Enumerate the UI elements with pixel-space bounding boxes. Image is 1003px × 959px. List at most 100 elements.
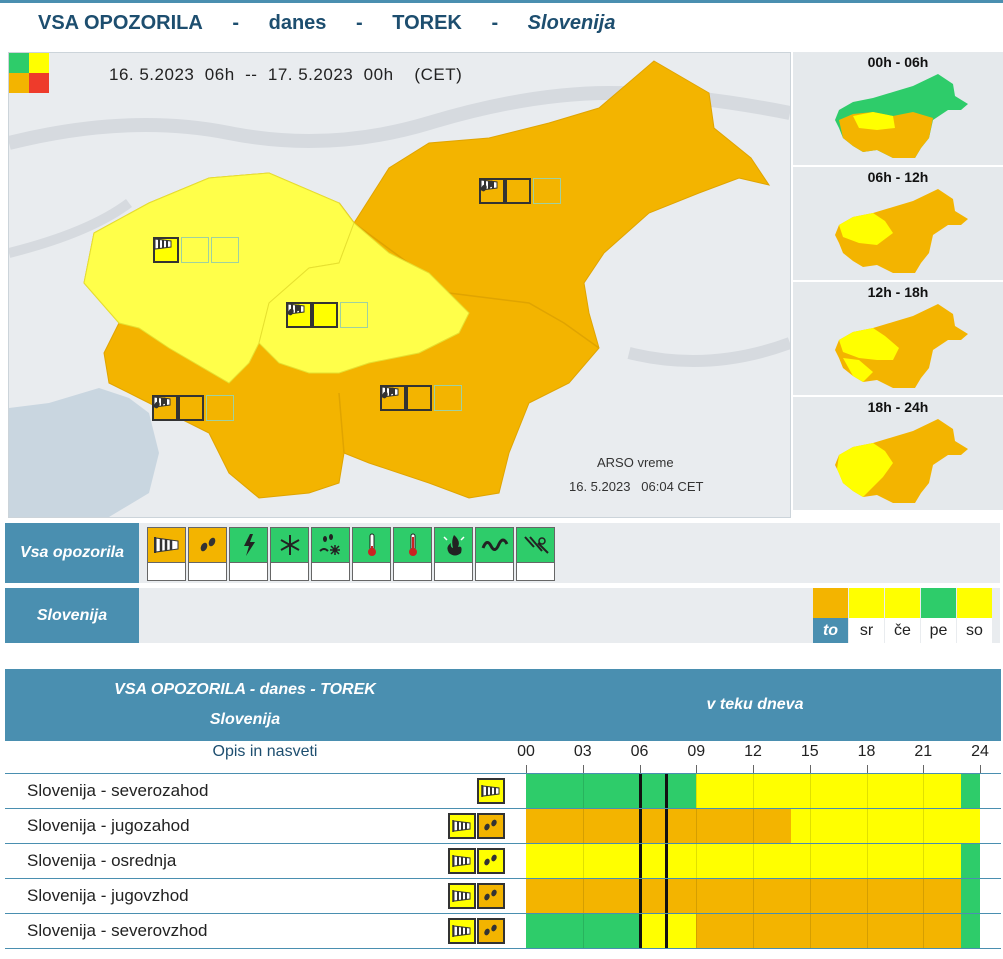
warning-type-wind[interactable]: [147, 527, 186, 581]
warning-type-low-temperature[interactable]: [352, 527, 391, 581]
table-row[interactable]: Slovenija - jugozahod: [5, 809, 1001, 844]
wind-icon[interactable]: [448, 883, 476, 909]
title-weekday[interactable]: TOREK: [392, 12, 462, 34]
table-title: VSA OPOZORILA - danes - TOREK: [114, 681, 376, 698]
rain-icon[interactable]: [477, 813, 505, 839]
wind-icon[interactable]: [448, 848, 476, 874]
map-graphic: [9, 60, 790, 517]
table-row[interactable]: Slovenija - severozahod: [5, 774, 1001, 809]
day-wednesday[interactable]: sr: [849, 588, 884, 643]
row-warning-icons: [447, 883, 505, 909]
day-color-swatch: [813, 588, 848, 618]
page-title: VSA OPOZORILA - danes - TOREK - Slovenij…: [38, 12, 615, 42]
warning-type-road[interactable]: [516, 527, 555, 581]
grid-line: [866, 879, 868, 913]
table-row[interactable]: Slovenija - osrednja: [5, 844, 1001, 879]
grid-line: [696, 844, 698, 878]
time-marker: [638, 879, 642, 913]
timeline-segment: [526, 844, 962, 878]
grid-line: [753, 844, 754, 878]
map-icons-severovzhod[interactable]: [479, 178, 561, 204]
day-label: sr: [849, 618, 884, 643]
description-link[interactable]: Opis in nasveti: [212, 743, 318, 760]
grid-line: [809, 879, 811, 913]
grid-line: [866, 774, 868, 808]
warning-type-label[interactable]: Vsa opozorila: [5, 523, 139, 583]
grid-line: [923, 914, 925, 948]
time-period-thumbnails: 00h - 06h 06h - 12h 12h - 18h 18h - 24h: [793, 52, 1003, 516]
warning-type-rain[interactable]: [188, 527, 227, 581]
road-icon: [523, 536, 549, 554]
thumbnail-12-18[interactable]: 12h - 18h: [793, 282, 1003, 395]
map-icons-jugovzhod[interactable]: [380, 385, 462, 411]
map-icons-osrednja[interactable]: [286, 302, 368, 328]
table-row[interactable]: Slovenija - jugovzhod: [5, 879, 1001, 914]
rain-icon[interactable]: [477, 848, 505, 874]
grid-line: [582, 809, 584, 843]
rain-icon[interactable]: [477, 883, 505, 909]
time-marker: [638, 774, 642, 808]
rain-icon: [154, 395, 204, 421]
region-name[interactable]: Slovenija - jugovzhod: [27, 886, 189, 905]
grid-line: [696, 914, 698, 948]
warning-type-thunderstorm[interactable]: [229, 527, 268, 581]
warning-type-fire[interactable]: [434, 527, 473, 581]
table-row[interactable]: Slovenija - severovzhod: [5, 914, 1001, 949]
day-friday[interactable]: pe: [921, 588, 956, 643]
warning-type-coastal-event[interactable]: [475, 527, 514, 581]
title-region[interactable]: Slovenija: [527, 12, 616, 34]
day-saturday[interactable]: so: [957, 588, 992, 643]
thumbnail-label: 06h - 12h: [867, 169, 929, 185]
region-name[interactable]: Slovenija - severozahod: [27, 781, 209, 800]
grid-line: [582, 914, 584, 948]
warning-map[interactable]: 16. 5.2023 06h -- 17. 5.2023 00h (CET) A…: [8, 52, 791, 518]
region-name[interactable]: Slovenija - jugozahod: [27, 816, 190, 835]
inactive-slot: [533, 178, 561, 204]
region-name[interactable]: Slovenija - osrednja: [27, 851, 177, 870]
hours-header: Opis in nasveti 00 03 06 09 12 15 18 21 24: [5, 741, 1001, 774]
map-date-range: 16. 5.2023 06h -- 17. 5.2023 00h (CET): [109, 65, 463, 84]
timeline-segment: [526, 774, 697, 808]
grid-line: [809, 809, 811, 843]
timeline-segment: [696, 774, 962, 808]
warning-type-snow-rain[interactable]: [311, 527, 350, 581]
row-warning-icons: [447, 848, 505, 874]
warning-type-snow[interactable]: [270, 527, 309, 581]
snow-rain-icon: [318, 534, 340, 555]
hour-tick: [866, 765, 868, 773]
wind-icon[interactable]: [448, 918, 476, 944]
map-icons-severozahod[interactable]: [153, 237, 239, 263]
region-label[interactable]: Slovenija: [5, 588, 139, 643]
day-selector: to sr če pe so: [813, 588, 993, 643]
thumbnail-18-24[interactable]: 18h - 24h: [793, 397, 1003, 510]
rain-icon[interactable]: [477, 918, 505, 944]
day-selector-bar: Slovenija to sr če pe so: [5, 588, 1000, 643]
wind-icon: [153, 237, 179, 263]
thumbnail-00-06[interactable]: 00h - 06h: [793, 52, 1003, 165]
day-thursday[interactable]: če: [885, 588, 920, 643]
hour-label: 12: [744, 743, 762, 760]
time-marker: [664, 774, 668, 808]
day-label: so: [957, 618, 992, 643]
timeline-segment: [526, 809, 791, 843]
thumbnail-06-12[interactable]: 06h - 12h: [793, 167, 1003, 280]
map-icons-jugozahod[interactable]: [152, 395, 234, 421]
day-color-swatch: [921, 588, 956, 618]
warning-type-high-temperature[interactable]: [393, 527, 432, 581]
timeline-segment: [526, 879, 962, 913]
timeline-title: v teku dneva: [706, 696, 804, 713]
row-warning-icons: [447, 813, 505, 839]
region-name[interactable]: Slovenija - severovzhod: [27, 921, 208, 940]
wind-icon[interactable]: [448, 813, 476, 839]
time-marker: [638, 809, 642, 843]
coastal-event-icon: [481, 538, 508, 551]
title-day[interactable]: danes: [268, 12, 327, 34]
day-tuesday[interactable]: to: [813, 588, 848, 643]
wind-icon[interactable]: [477, 778, 505, 804]
grid-line: [923, 879, 925, 913]
grid-line: [696, 879, 698, 913]
row-warning-icons: [476, 778, 505, 804]
timeline-cells: [526, 774, 980, 808]
inactive-slot: [211, 237, 239, 263]
inactive-slot: [206, 395, 234, 421]
